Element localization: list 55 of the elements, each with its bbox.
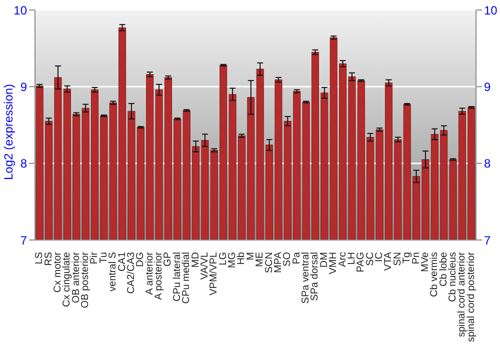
y2-tick-label: 7	[484, 233, 491, 248]
x-tick-label: Hb	[236, 252, 248, 265]
y-tick-label: 8	[20, 156, 28, 171]
y-axis-title: Log2 (expression)	[1, 84, 16, 180]
x-tick-label: VMH	[328, 252, 340, 274]
y-tick-label: 7	[20, 233, 28, 248]
x-tick-label: Cb nucleus	[448, 252, 459, 302]
x-tick-label: Tg	[402, 252, 413, 264]
x-tick-label: VTA	[383, 252, 394, 271]
y-tick-label: 10	[14, 3, 28, 18]
x-tick-label: Cx cingulate	[62, 252, 73, 308]
x-tick-label: Cb vermis	[429, 252, 440, 298]
x-tick-label: CPu lateral	[172, 252, 183, 302]
x-tick-label: LH	[346, 252, 358, 265]
x-tick-label: IC	[374, 252, 386, 262]
x-tick-label: Pn	[410, 252, 422, 264]
x-tick-label: A anterior	[144, 251, 156, 295]
x-tick-label: CPu medial	[181, 252, 192, 304]
x-tick-label: SCN	[264, 252, 275, 274]
x-tick-label: PAG	[356, 252, 367, 272]
x-tick-label: MPA	[272, 252, 284, 273]
x-tick-label: ME	[254, 252, 266, 267]
x-tick-label: Cx motor	[52, 251, 64, 293]
x-tick-label: VPM/VPL	[208, 252, 220, 296]
x-tick-label: CA1	[116, 252, 128, 272]
x-tick-label: LS	[34, 252, 46, 264]
x-tick-label: Pir	[89, 251, 100, 264]
x-tick-label: SPa dorsal	[310, 252, 321, 301]
x-tick-label: DG	[135, 252, 146, 267]
x-tick-label: spinal cord anterior	[456, 251, 468, 338]
y2-tick-label: 8	[484, 156, 491, 171]
y-tick-label: 9	[20, 80, 28, 94]
y2-tick-label: 9	[484, 80, 491, 94]
x-tick-label: M	[245, 252, 256, 260]
x-tick-label: MVe	[420, 252, 431, 272]
x-tick-label: GP	[162, 252, 174, 266]
x-tick-label: SN	[392, 252, 404, 266]
x-tick-label: ventral S	[108, 252, 119, 292]
x-tick-label: Arc	[337, 252, 348, 267]
x-tick-label: MD	[190, 252, 202, 268]
x-tick-label: RS	[43, 252, 54, 266]
y2-tick-label: 10	[484, 3, 498, 18]
x-tick-label: A posterior	[154, 251, 165, 300]
x-tick-label: LG	[218, 252, 229, 266]
x-tick-label: Pa	[291, 252, 302, 264]
x-tick-label: OB posterior	[80, 251, 92, 308]
x-tick-label: Tu	[98, 252, 110, 264]
x-tick-label: CA2/CA3	[126, 252, 137, 294]
x-tick-label: VA/VL	[199, 252, 210, 280]
x-tick-label: Cb lobe	[438, 252, 450, 286]
x-tick-label: OB anterior	[70, 251, 82, 304]
x-tick-label: DM	[318, 252, 330, 268]
x-tick-label: spinal cord posterior	[466, 251, 477, 342]
x-tick-label: SC	[364, 252, 376, 266]
x-tick-label: SO	[282, 252, 294, 266]
